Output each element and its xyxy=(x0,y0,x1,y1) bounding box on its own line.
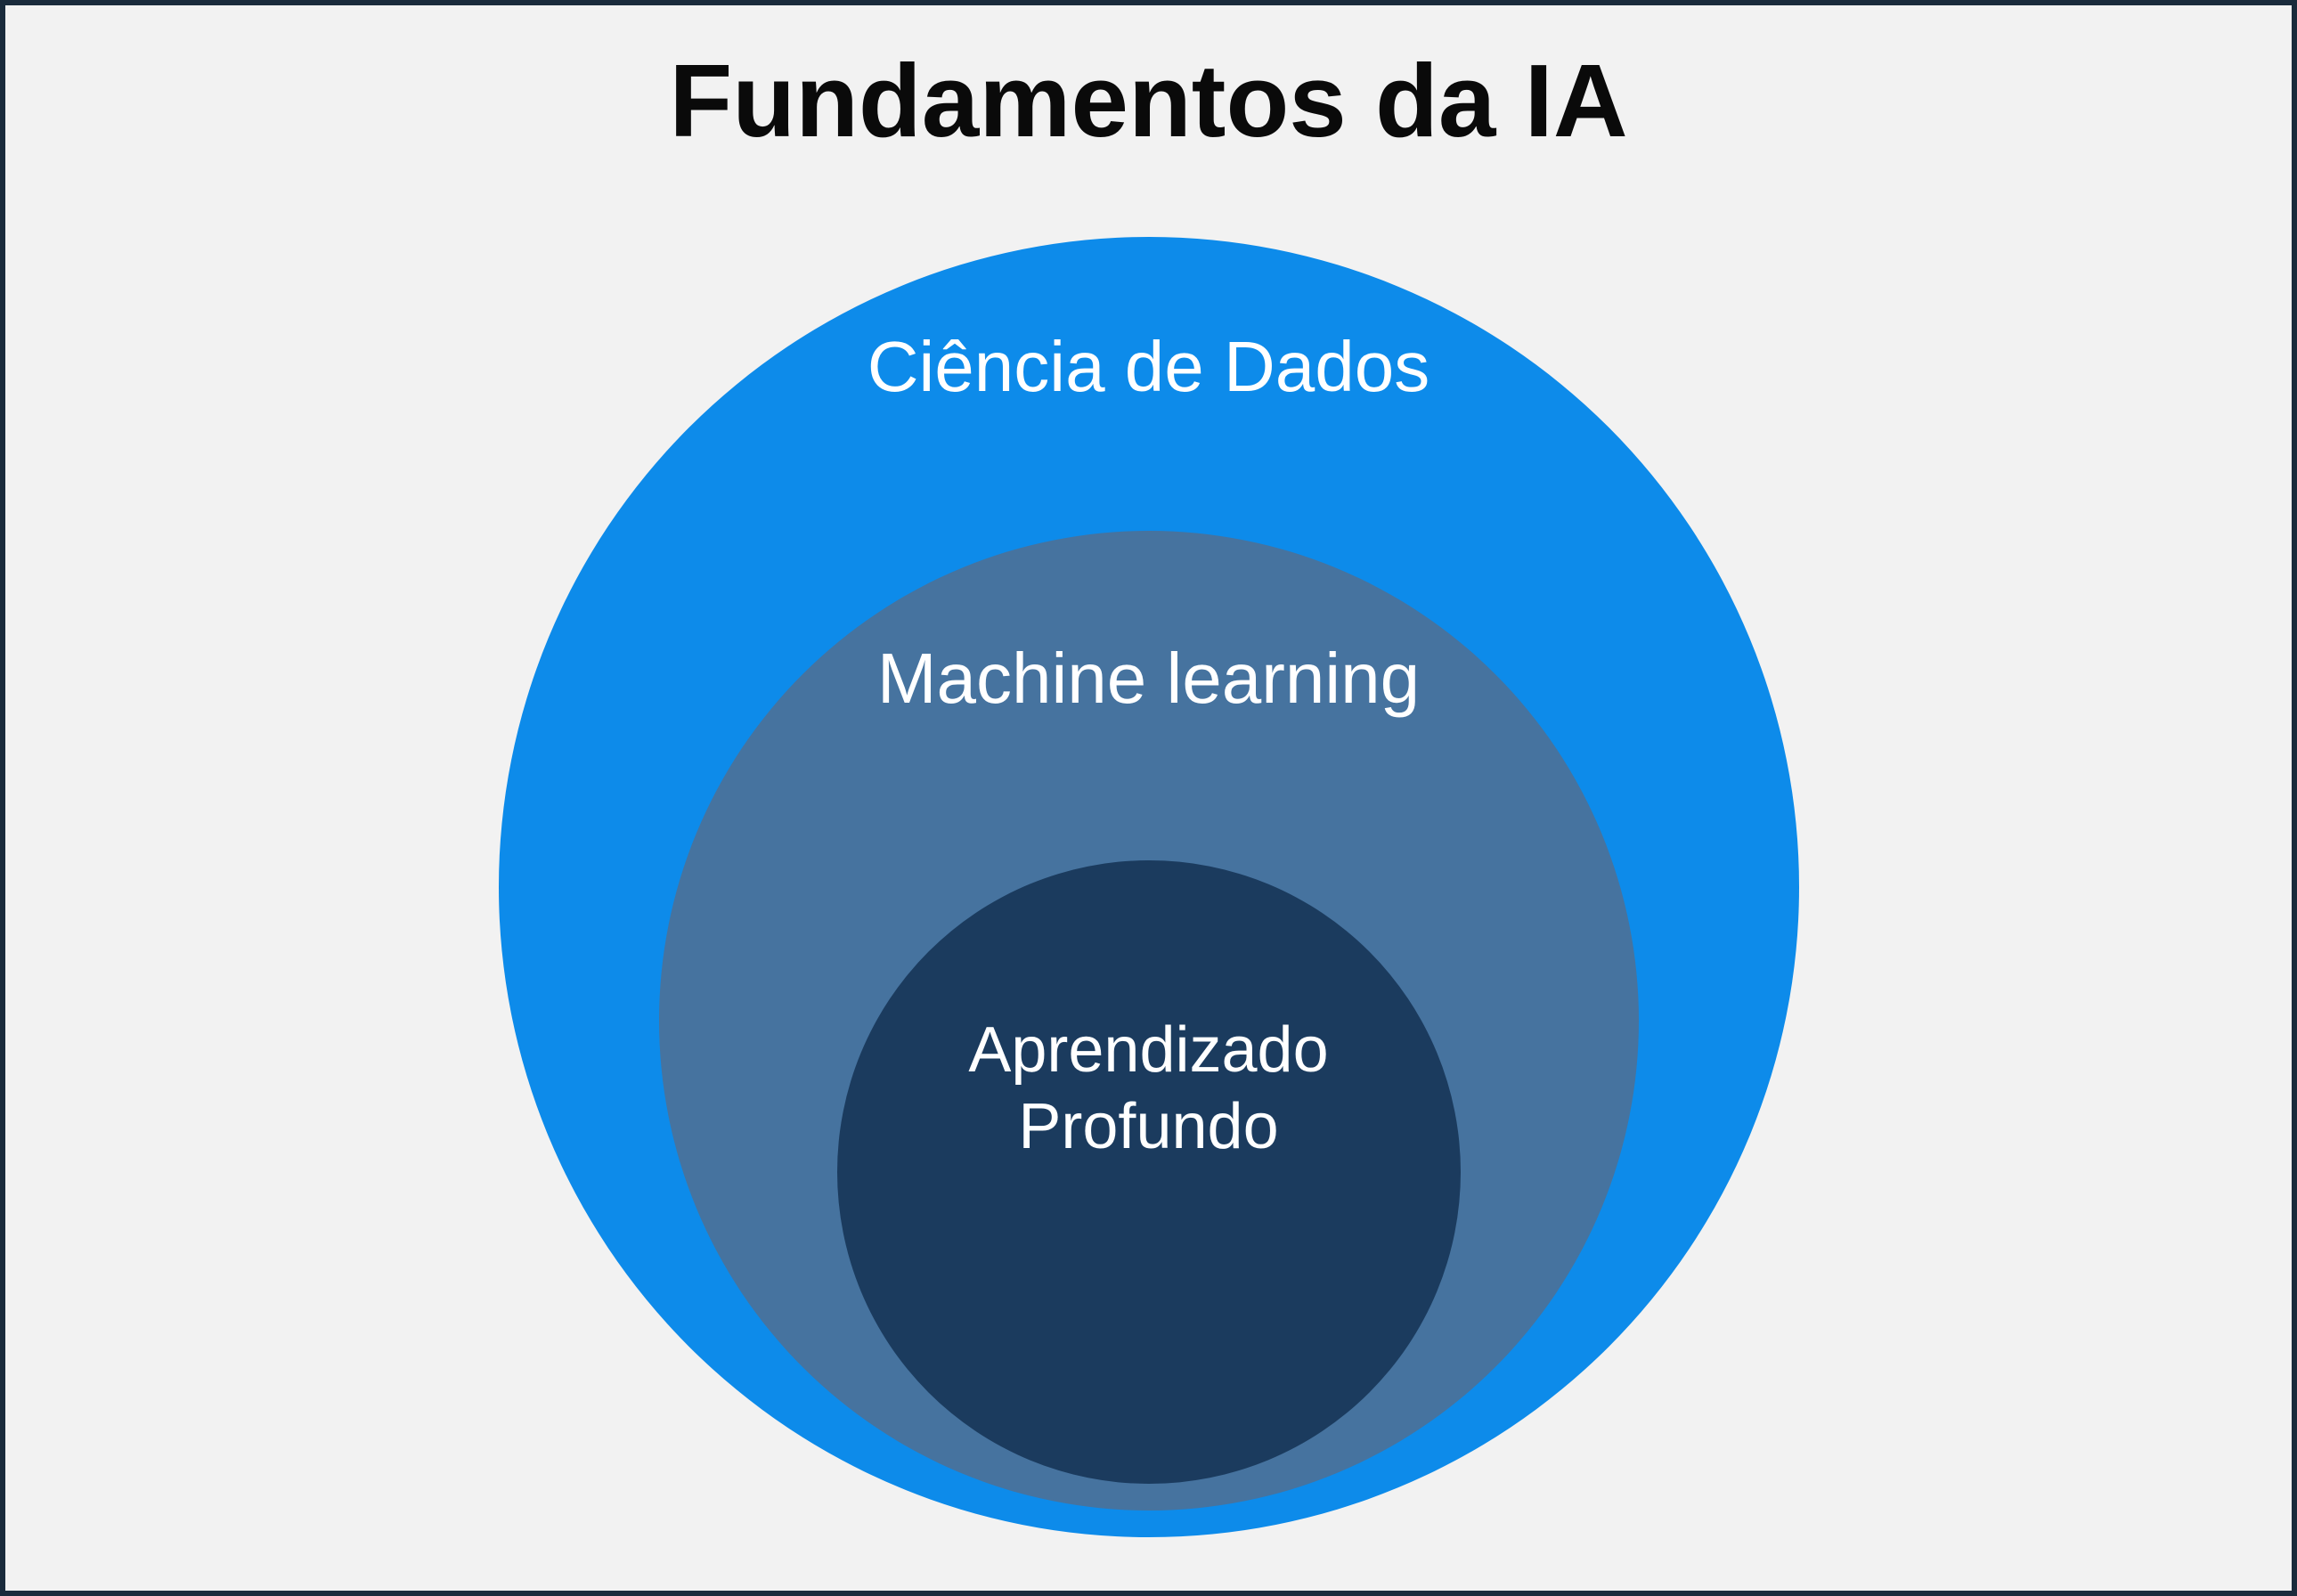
circle-machine-learning-label: Machine learning xyxy=(877,638,1420,720)
circle-deep-learning: Aprendizado Profundo xyxy=(837,860,1461,1484)
circle-deep-learning-label-line1: Aprendizado xyxy=(968,1014,1328,1086)
circle-data-science-label: Ciência de Dados xyxy=(867,326,1430,408)
diagram-title: Fundamentos da IA xyxy=(669,41,1627,160)
circle-deep-learning-label-line2: Profundo xyxy=(1018,1091,1278,1162)
circle-deep-learning-label: Aprendizado Profundo xyxy=(868,1012,1430,1166)
